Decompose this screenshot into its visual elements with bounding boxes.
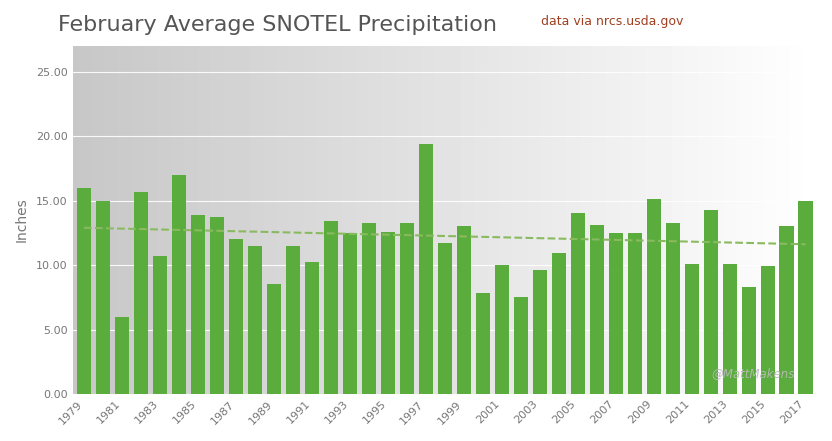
Bar — [722, 264, 737, 394]
Bar — [134, 191, 148, 394]
Bar — [381, 232, 395, 394]
Bar — [741, 287, 755, 394]
Bar — [495, 265, 509, 394]
Bar — [513, 297, 527, 394]
Bar — [476, 293, 490, 394]
Bar — [153, 256, 167, 394]
Bar — [285, 246, 300, 394]
Text: data via nrcs.usda.gov: data via nrcs.usda.gov — [537, 15, 683, 28]
Bar — [532, 270, 547, 394]
Bar — [685, 264, 699, 394]
Bar — [552, 254, 566, 394]
Bar — [305, 262, 319, 394]
Bar — [760, 266, 775, 394]
Bar — [438, 243, 452, 394]
Bar — [362, 223, 376, 394]
Bar — [210, 217, 224, 394]
Bar — [646, 199, 661, 394]
Text: @MattMakens: @MattMakens — [711, 367, 795, 380]
Bar — [666, 223, 680, 394]
Bar — [571, 213, 585, 394]
Bar — [627, 233, 641, 394]
Bar — [799, 201, 813, 394]
Bar — [171, 175, 186, 394]
Bar — [608, 233, 623, 394]
Bar — [780, 226, 794, 394]
Text: February Average SNOTEL Precipitation: February Average SNOTEL Precipitation — [58, 15, 498, 35]
Bar — [267, 284, 281, 394]
Bar — [399, 223, 414, 394]
Bar — [704, 209, 718, 394]
Bar — [115, 317, 129, 394]
Bar — [77, 188, 91, 394]
Bar — [96, 201, 110, 394]
Bar — [191, 215, 205, 394]
Bar — [418, 144, 433, 394]
Bar — [248, 246, 262, 394]
Bar — [324, 221, 338, 394]
Bar — [590, 225, 604, 394]
Bar — [457, 226, 471, 394]
Y-axis label: Inches: Inches — [15, 198, 29, 242]
Bar — [229, 239, 243, 394]
Bar — [343, 233, 357, 394]
